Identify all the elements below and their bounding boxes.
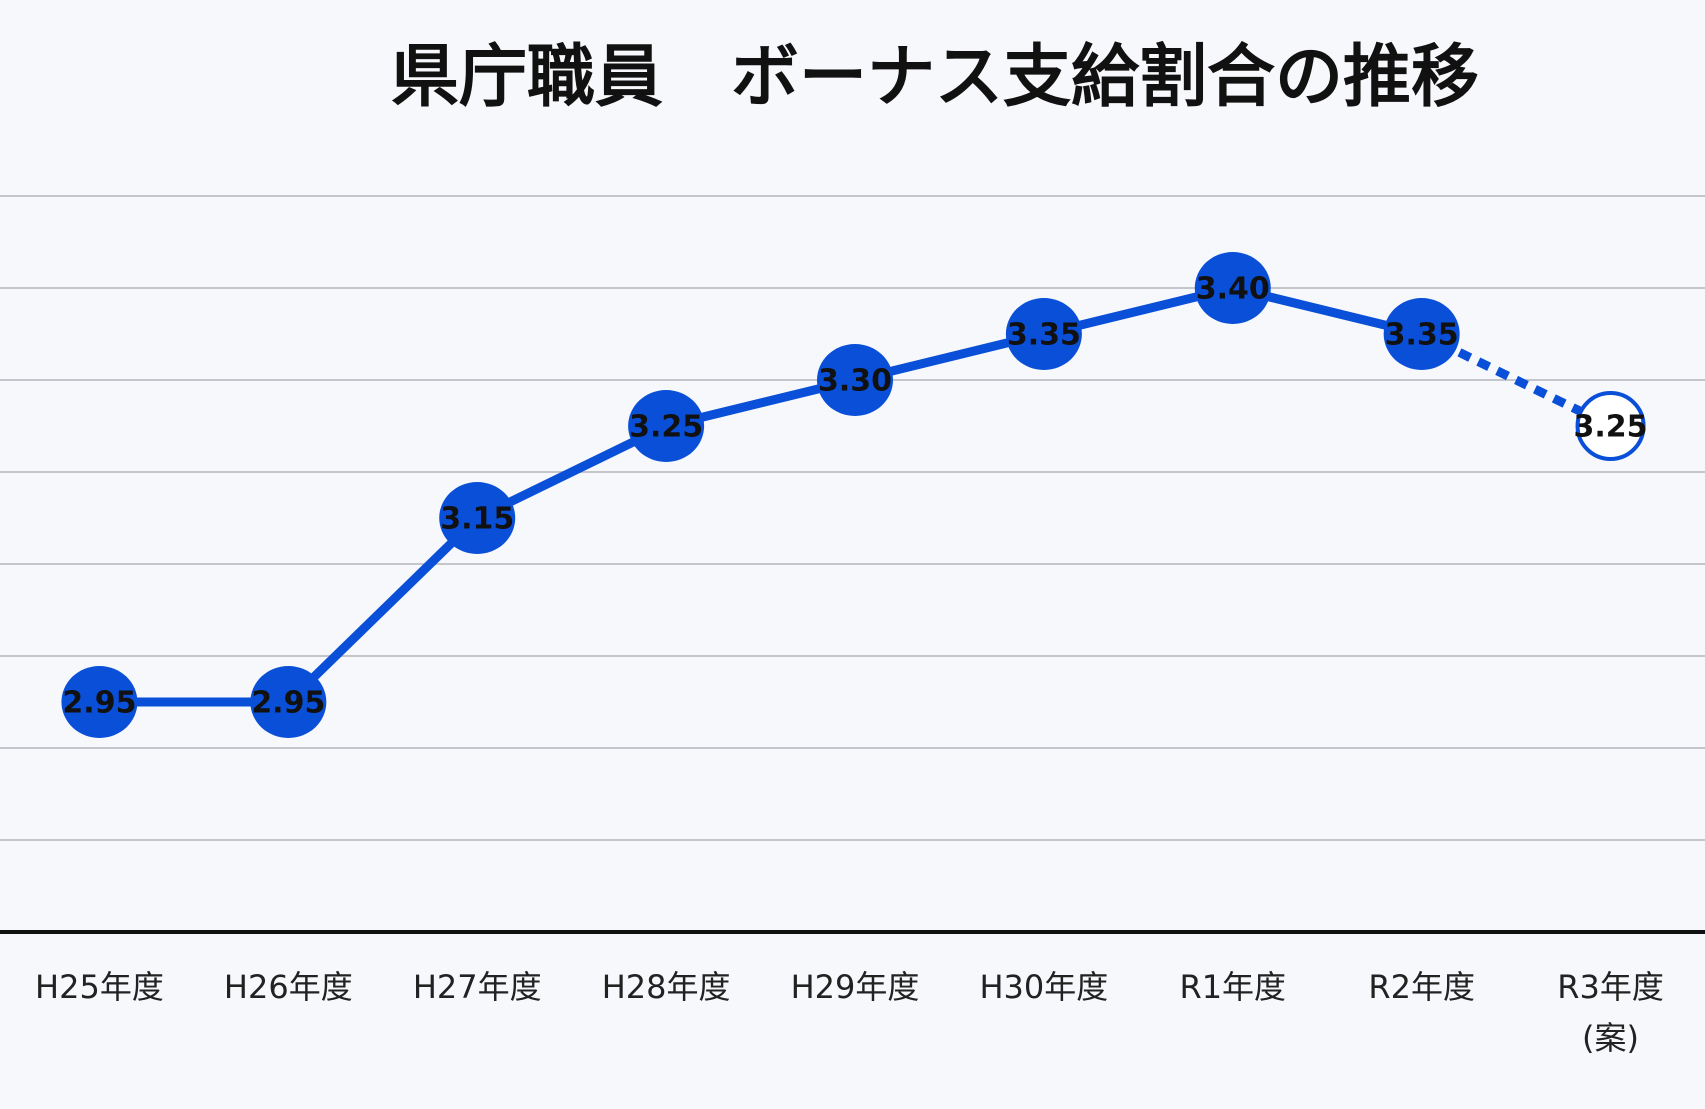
x-tick-label: H28年度 (601, 968, 731, 1006)
x-tick-label: H30年度 (979, 968, 1109, 1006)
data-label: 3.30 (818, 364, 892, 399)
data-label: 3.25 (1574, 410, 1648, 445)
data-label: 3.35 (1385, 318, 1459, 353)
data-label: 3.40 (1196, 272, 1270, 307)
point (439, 482, 516, 554)
data-label: 3.35 (1007, 318, 1081, 353)
draft-line (1419, 329, 1613, 431)
point (250, 666, 327, 738)
point (1383, 298, 1460, 370)
x-tick-label: R1年度 (1179, 968, 1287, 1006)
x-tick-label: H26年度 (223, 968, 353, 1006)
data-label: 3.15 (440, 502, 514, 537)
point (1194, 252, 1271, 324)
x-tick-label: H29年度 (790, 968, 920, 1006)
line (99, 283, 1423, 707)
data-label: 2.95 (62, 686, 136, 721)
x-tick-label: H25年度 (35, 968, 164, 1006)
point (1575, 391, 1646, 461)
point (628, 390, 705, 462)
x-tick-label: H27年度 (412, 968, 542, 1006)
x-tick-label: R2年度 (1368, 968, 1475, 1006)
chart-title: 県庁職員 ボーナス支給割合の推移 (391, 38, 1479, 117)
point (1005, 298, 1082, 370)
point (817, 344, 893, 416)
point (61, 666, 138, 738)
data-label: 3.25 (629, 410, 703, 445)
data-label: 2.95 (251, 686, 325, 721)
x-tick-label: R3年度 (案) (1557, 968, 1664, 1058)
